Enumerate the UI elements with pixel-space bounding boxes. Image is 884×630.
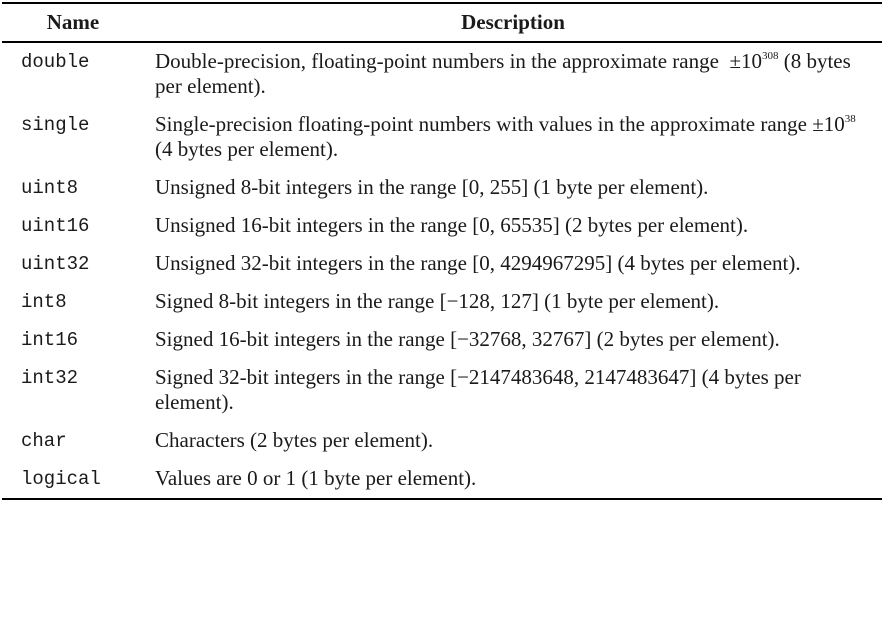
table-row: single Single-precision floating-point n… bbox=[2, 106, 882, 169]
type-description: Double-precision, floating-point numbers… bbox=[144, 42, 882, 106]
type-description: Signed 32-bit integers in the range [−21… bbox=[155, 365, 801, 414]
type-name: double bbox=[21, 51, 90, 73]
type-name: int8 bbox=[21, 291, 67, 313]
table-row: uint8 Unsigned 8-bit integers in the ran… bbox=[2, 169, 882, 207]
name-column-header: Name bbox=[2, 3, 144, 43]
type-name: int32 bbox=[21, 367, 79, 389]
table-row: int16 Signed 16-bit integers in the rang… bbox=[2, 321, 882, 359]
range-symbol: ±10 bbox=[812, 112, 845, 136]
range-symbol: ±10 bbox=[729, 49, 762, 73]
type-name: single bbox=[21, 114, 90, 136]
range-exponent: 38 bbox=[844, 113, 856, 125]
table-row: int32 Signed 32-bit integers in the rang… bbox=[2, 359, 882, 422]
type-description: Characters (2 bytes per element). bbox=[155, 428, 434, 452]
description-tail: (4 bytes per element). bbox=[155, 137, 339, 161]
type-name: char bbox=[21, 430, 67, 452]
type-description: Single-precision floating-point numbers … bbox=[144, 106, 882, 169]
table-header-row: Name Description bbox=[2, 3, 882, 43]
description-text: Single-precision floating-point numbers … bbox=[155, 112, 808, 136]
description-tail: (8 bytes per element). bbox=[155, 49, 851, 98]
table-row: logical Values are 0 or 1 (1 byte per el… bbox=[2, 460, 882, 499]
description-text: Double-precision, floating-point numbers… bbox=[155, 49, 719, 73]
type-description: Signed 8-bit integers in the range [−128… bbox=[155, 289, 720, 313]
table-row: int8 Signed 8-bit integers in the range … bbox=[2, 283, 882, 321]
type-name: uint32 bbox=[21, 253, 90, 275]
data-types-table: Name Description double Double-precision… bbox=[2, 2, 882, 500]
table-row: uint16 Unsigned 16-bit integers in the r… bbox=[2, 207, 882, 245]
description-column-header: Description bbox=[144, 3, 882, 43]
table-row: uint32 Unsigned 32-bit integers in the r… bbox=[2, 245, 882, 283]
type-name: logical bbox=[21, 468, 101, 490]
type-description: Unsigned 16-bit integers in the range [0… bbox=[155, 213, 749, 237]
table-row: char Characters (2 bytes per element). bbox=[2, 422, 882, 460]
type-name: uint16 bbox=[21, 215, 90, 237]
type-name: uint8 bbox=[21, 177, 79, 199]
type-description: Unsigned 32-bit integers in the range [0… bbox=[155, 251, 801, 275]
type-description: Unsigned 8-bit integers in the range [0,… bbox=[155, 175, 709, 199]
type-description: Signed 16-bit integers in the range [−32… bbox=[155, 327, 780, 351]
table-row: double Double-precision, floating-point … bbox=[2, 42, 882, 106]
type-description: Values are 0 or 1 (1 byte per element). bbox=[155, 466, 477, 490]
type-name: int16 bbox=[21, 329, 79, 351]
range-exponent: 308 bbox=[761, 50, 779, 62]
